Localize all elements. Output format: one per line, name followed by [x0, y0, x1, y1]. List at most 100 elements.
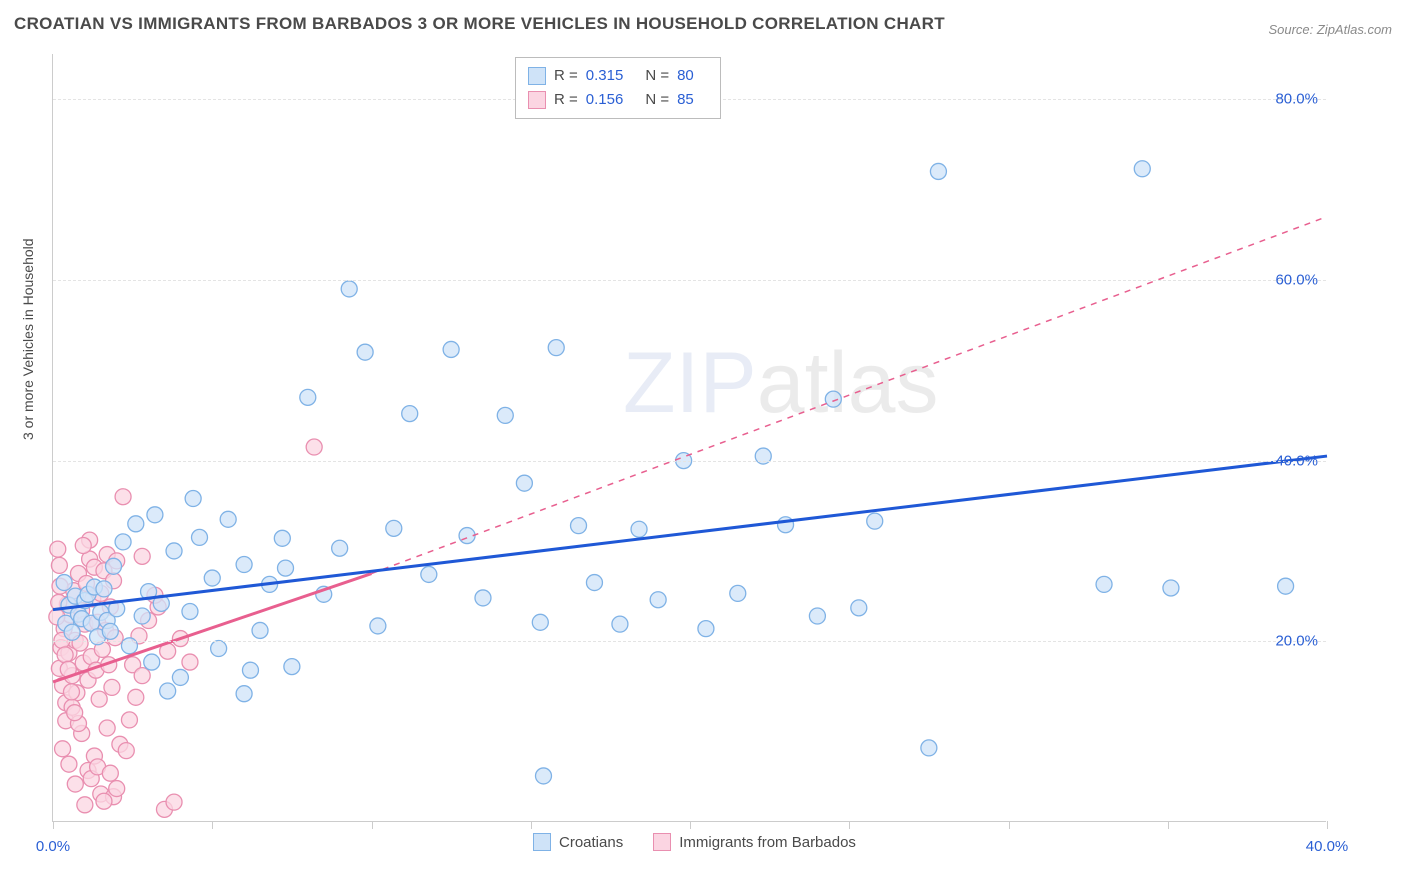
x-tick [53, 821, 54, 829]
x-tick-label-left: 0.0% [36, 838, 70, 855]
source-credit: Source: ZipAtlas.com [1268, 22, 1392, 37]
scatter-point [91, 691, 107, 707]
plot-area: ZIPatlas 20.0%40.0%60.0%80.0%0.0%40.0% R… [52, 54, 1326, 822]
stat-N-value: 85 [677, 88, 694, 112]
legend-label: Immigrants from Barbados [679, 834, 856, 851]
scatter-point [341, 281, 357, 297]
scatter-point [128, 516, 144, 532]
scatter-point [586, 575, 602, 591]
scatter-point [182, 603, 198, 619]
scatter-point [650, 592, 666, 608]
x-tick [372, 821, 373, 829]
scatter-point [51, 557, 67, 573]
scatter-point [102, 623, 118, 639]
trend-line-ext [372, 217, 1328, 574]
legend-swatch [528, 67, 546, 85]
scatter-point [104, 679, 120, 695]
scatter-point [332, 540, 348, 556]
y-tick-label: 80.0% [1275, 91, 1318, 108]
legend-swatch [533, 833, 551, 851]
scatter-point [77, 797, 93, 813]
scatter-point [930, 163, 946, 179]
scatter-point [370, 618, 386, 634]
scatter-point [166, 543, 182, 559]
scatter-point [516, 475, 532, 491]
y-axis-label: 3 or more Vehicles in Household [20, 238, 36, 440]
scatter-point [612, 616, 628, 632]
scatter-point [61, 756, 77, 772]
scatter-point [357, 344, 373, 360]
scatter-point [1096, 576, 1112, 592]
scatter-point [134, 668, 150, 684]
x-tick [531, 821, 532, 829]
scatter-point [172, 669, 188, 685]
scatter-point [778, 517, 794, 533]
gridline-h [53, 280, 1326, 281]
scatter-point [1134, 161, 1150, 177]
x-tick-label-right: 40.0% [1306, 838, 1349, 855]
scatter-point [144, 654, 160, 670]
scatter-point [443, 341, 459, 357]
scatter-point [698, 621, 714, 637]
scatter-point [220, 511, 236, 527]
chart-svg [53, 54, 1326, 821]
scatter-point [284, 659, 300, 675]
scatter-point [274, 530, 290, 546]
scatter-point [921, 740, 937, 756]
scatter-point [532, 614, 548, 630]
scatter-point [134, 548, 150, 564]
scatter-point [1163, 580, 1179, 596]
scatter-point [75, 538, 91, 554]
legend-item: Immigrants from Barbados [653, 833, 856, 851]
scatter-point [475, 590, 491, 606]
scatter-point [867, 513, 883, 529]
stat-N-label: N = [645, 64, 669, 88]
y-tick-label: 60.0% [1275, 271, 1318, 288]
y-tick-label: 40.0% [1275, 452, 1318, 469]
scatter-point [809, 608, 825, 624]
scatter-point [96, 581, 112, 597]
scatter-point [825, 391, 841, 407]
scatter-point [851, 600, 867, 616]
scatter-point [55, 741, 71, 757]
scatter-point [182, 654, 198, 670]
stat-R-value: 0.315 [586, 64, 624, 88]
scatter-point [96, 793, 112, 809]
stats-legend: R = 0.315 N = 80 R = 0.156 N = 85 [515, 57, 721, 119]
scatter-point [386, 520, 402, 536]
scatter-point [121, 712, 137, 728]
scatter-point [402, 406, 418, 422]
legend-swatch [653, 833, 671, 851]
scatter-point [300, 389, 316, 405]
scatter-point [160, 683, 176, 699]
gridline-h [53, 461, 1326, 462]
trend-line [53, 456, 1327, 610]
stat-R-value: 0.156 [586, 88, 624, 112]
scatter-point [571, 518, 587, 534]
scatter-point [63, 684, 79, 700]
scatter-point [106, 558, 122, 574]
scatter-point [1278, 578, 1294, 594]
scatter-point [115, 534, 131, 550]
scatter-point [192, 529, 208, 545]
scatter-point [115, 489, 131, 505]
scatter-point [109, 781, 125, 797]
scatter-point [730, 585, 746, 601]
scatter-point [67, 776, 83, 792]
stat-N-value: 80 [677, 64, 694, 88]
legend-label: Croatians [559, 834, 623, 851]
scatter-point [236, 686, 252, 702]
scatter-point [166, 794, 182, 810]
scatter-point [147, 507, 163, 523]
scatter-point [185, 491, 201, 507]
scatter-point [497, 407, 513, 423]
x-tick [690, 821, 691, 829]
scatter-point [242, 662, 258, 678]
x-tick [1009, 821, 1010, 829]
chart-title: CROATIAN VS IMMIGRANTS FROM BARBADOS 3 O… [14, 14, 945, 34]
scatter-point [631, 521, 647, 537]
gridline-h [53, 641, 1326, 642]
scatter-point [535, 768, 551, 784]
series-legend: Croatians Immigrants from Barbados [533, 833, 856, 851]
x-tick [1168, 821, 1169, 829]
